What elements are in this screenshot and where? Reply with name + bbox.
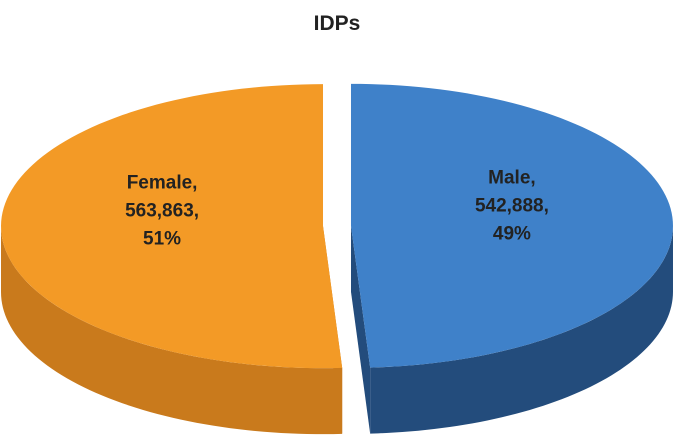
data-label-part: ,: [530, 168, 535, 189]
data-label-part: 563,863: [125, 200, 194, 221]
data-label-part: 49%: [493, 224, 531, 245]
data-label-part: Female: [127, 172, 192, 193]
pie-slice: [1, 84, 343, 369]
data-label: Female, 563,863, 51%: [125, 172, 199, 249]
data-label-part: 542,888: [475, 196, 544, 217]
slice-cut-face: [350, 225, 371, 434]
data-label-part: ,: [194, 200, 199, 221]
slice-side: [1, 226, 343, 435]
chart-title: IDPs: [314, 12, 361, 35]
data-label-part: 51%: [143, 228, 181, 249]
data-label: Male, 542,888, 49%: [475, 168, 549, 245]
data-label-part: ,: [192, 172, 197, 193]
data-label-part: ,: [544, 196, 549, 217]
slice-side: [370, 225, 673, 434]
pie-slice: [350, 83, 673, 368]
data-label-part: Male: [488, 168, 530, 189]
